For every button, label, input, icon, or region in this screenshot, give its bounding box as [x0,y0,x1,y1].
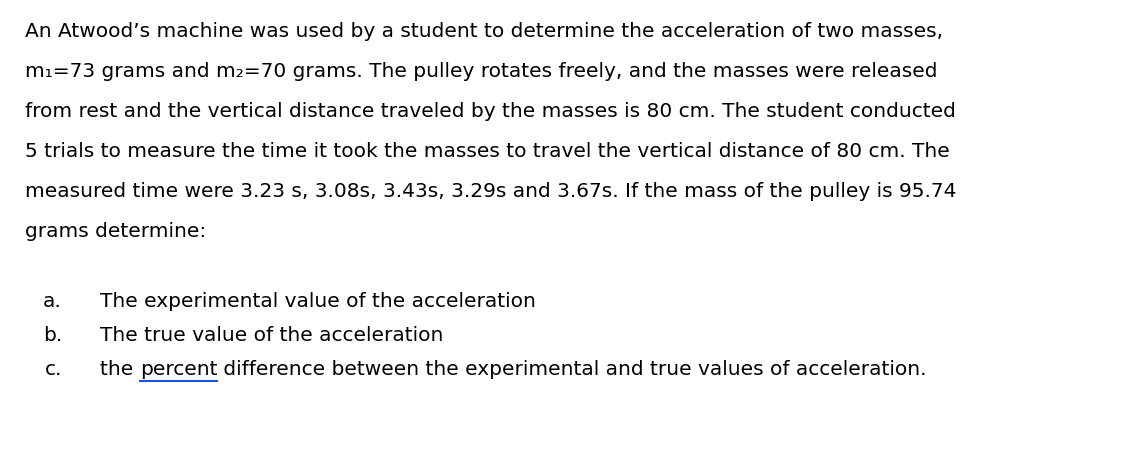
Text: grams determine:: grams determine: [25,222,207,241]
Text: The experimental value of the acceleration: The experimental value of the accelerati… [100,292,536,311]
Text: a.: a. [43,292,62,311]
Text: from rest and the vertical distance traveled by the masses is 80 cm. The student: from rest and the vertical distance trav… [25,102,956,121]
Text: 5 trials to measure the time it took the masses to travel the vertical distance : 5 trials to measure the time it took the… [25,142,949,161]
Text: b.: b. [42,326,62,345]
Text: m₁=73 grams and m₂=70 grams. The pulley rotates freely, and the masses were rele: m₁=73 grams and m₂=70 grams. The pulley … [25,62,938,81]
Text: c.: c. [44,360,62,379]
Text: The true value of the acceleration: The true value of the acceleration [100,326,444,345]
Text: percent: percent [139,360,217,379]
Text: difference between the experimental and true values of acceleration.: difference between the experimental and … [217,360,926,379]
Text: the: the [100,360,139,379]
Text: An Atwood’s machine was used by a student to determine the acceleration of two m: An Atwood’s machine was used by a studen… [25,22,944,41]
Text: measured time were 3.23 s, 3.08s, 3.43s, 3.29s and 3.67s. If the mass of the pul: measured time were 3.23 s, 3.08s, 3.43s,… [25,182,956,201]
